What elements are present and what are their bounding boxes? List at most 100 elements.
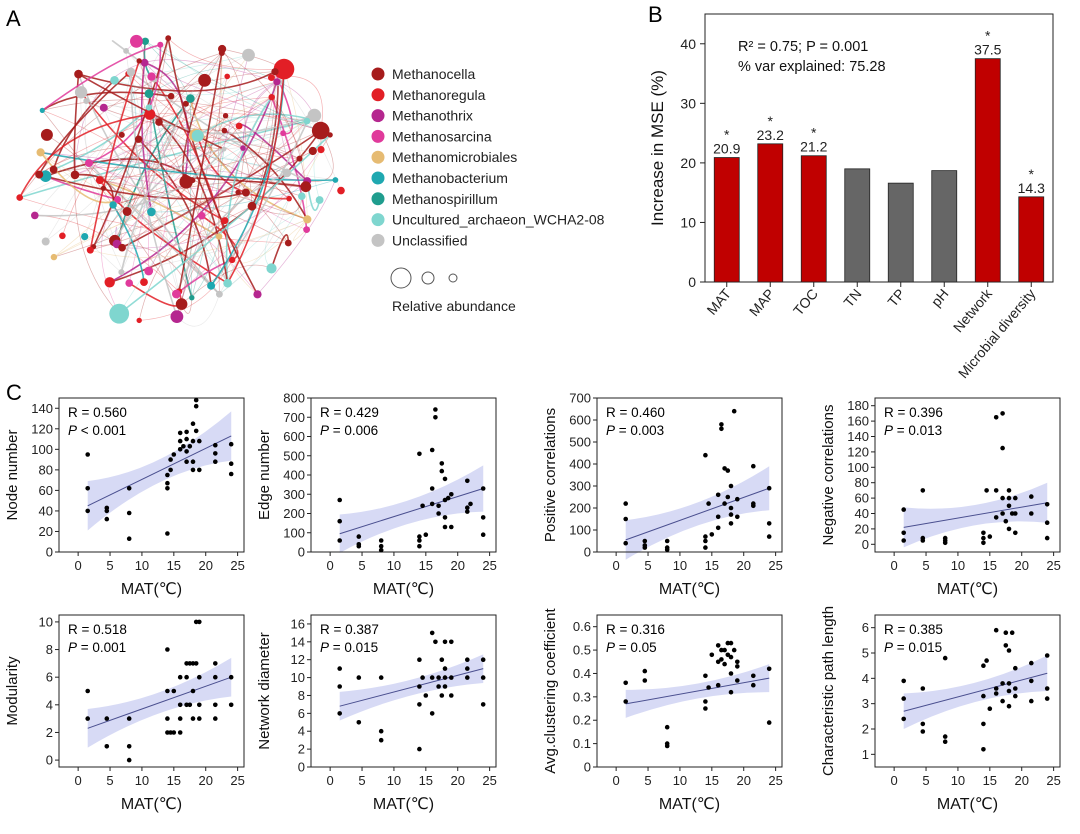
- network-node: [85, 159, 93, 167]
- scatter-point: [197, 703, 202, 708]
- scatter-point: [751, 674, 756, 679]
- network-node: [300, 181, 311, 192]
- scatter-point: [623, 681, 628, 686]
- y-axis-label: Avg.clustering coefficient: [542, 607, 559, 773]
- bar-y-tick-label: 40: [680, 36, 696, 52]
- network-node: [219, 50, 225, 56]
- x-tick-label: 20: [198, 773, 212, 788]
- scatter-point: [706, 685, 711, 690]
- network-node: [235, 190, 240, 195]
- y-tick-label: 800: [283, 391, 305, 406]
- scatter-point: [1007, 704, 1012, 709]
- scatter-point: [178, 716, 183, 721]
- bar-x-tick-label-tp: TP: [884, 286, 908, 310]
- network-node: [141, 59, 149, 67]
- scatter-point: [706, 501, 711, 506]
- bar-x-tick-label-ph: pH: [928, 286, 952, 310]
- scatter-point: [165, 716, 170, 721]
- scatter-point: [643, 669, 648, 674]
- stat-p: P = 0.05: [606, 640, 657, 655]
- network-node: [224, 74, 230, 80]
- scatter-point: [481, 532, 486, 537]
- stat-r: R = 0.387: [320, 622, 379, 637]
- scatter-point: [172, 689, 177, 694]
- bar-significance-star: *: [985, 28, 991, 44]
- network-node: [198, 212, 206, 220]
- y-tick-label: 0.3: [573, 689, 591, 704]
- bar-x-tick-label-microbial-diversity: Microbial diversity: [955, 286, 1039, 382]
- scatter-point: [994, 415, 999, 420]
- scatter-point: [981, 663, 986, 668]
- network-node: [222, 128, 228, 134]
- stat-p: P = 0.015: [884, 640, 942, 655]
- y-tick-label: 12: [291, 652, 305, 667]
- stat-p: P = 0.006: [320, 423, 378, 438]
- scatter-point: [1000, 446, 1005, 451]
- scatter-point: [1013, 511, 1018, 516]
- network-node: [186, 94, 195, 103]
- network-node: [147, 72, 155, 80]
- y-tick-label: 40: [855, 506, 869, 521]
- scatter-point: [165, 486, 170, 491]
- scatter-point: [732, 648, 737, 653]
- network-node: [303, 215, 311, 223]
- scatter-point: [105, 509, 110, 514]
- x-axis-label: MAT(℃): [659, 581, 720, 598]
- scatter-point: [229, 703, 234, 708]
- legend-swatch-unclassified: [372, 234, 385, 247]
- network-node: [118, 244, 126, 252]
- x-tick-label: 0: [891, 558, 898, 573]
- network-node: [303, 226, 310, 233]
- network-node: [123, 207, 132, 216]
- network-node: [110, 76, 119, 85]
- y-tick-label: 0: [298, 760, 305, 775]
- confidence-band: [340, 465, 484, 553]
- y-tick-label: 100: [283, 525, 305, 540]
- scatter-point: [127, 486, 132, 491]
- scatter-point: [417, 657, 422, 662]
- network-node: [119, 132, 125, 138]
- scatter-point: [994, 691, 999, 696]
- bar-map: [758, 144, 783, 282]
- scatter-point: [449, 525, 454, 530]
- stat-r: R = 0.385: [884, 622, 943, 637]
- bar-significance-star: *: [811, 125, 817, 141]
- y-tick-label: 0.5: [573, 643, 591, 658]
- stat-p: P = 0.015: [320, 640, 378, 655]
- stat-r: R = 0.560: [68, 405, 127, 420]
- x-axis-label: MAT(℃): [937, 796, 998, 813]
- y-tick-label: 10: [39, 614, 53, 629]
- scatter-point: [436, 504, 441, 509]
- scatter-point: [1045, 696, 1050, 701]
- y-axis-label: Modularity: [4, 656, 21, 726]
- bar-tn: [845, 169, 870, 282]
- scatter-point: [85, 716, 90, 721]
- scatter-point: [1000, 496, 1005, 501]
- bar-toc: [801, 156, 826, 282]
- scatter-point: [105, 517, 110, 522]
- scatter-point: [729, 521, 734, 526]
- y-tick-label: 0: [584, 760, 591, 775]
- y-tick-label: 60: [39, 483, 53, 498]
- scatter-point: [751, 464, 756, 469]
- network-node: [81, 233, 88, 240]
- scatter-point: [943, 541, 948, 546]
- scatter-point: [449, 640, 454, 645]
- scatter-point: [229, 472, 234, 477]
- scatter-point: [191, 421, 196, 426]
- scatter-point: [921, 686, 926, 691]
- scatter-point: [719, 427, 724, 432]
- scatter-point: [643, 678, 648, 683]
- legend-swatch-methanomicrobiales: [372, 151, 385, 164]
- x-axis-label: MAT(℃): [121, 581, 182, 598]
- scatter-point: [703, 545, 708, 550]
- panel-label-a: A: [6, 6, 21, 31]
- bar-x-tick-label-network: Network: [950, 285, 996, 335]
- scatter-point: [178, 431, 183, 436]
- scatter-point: [1045, 686, 1050, 691]
- scatter-point: [379, 738, 384, 743]
- network-node: [165, 35, 171, 41]
- y-tick-label: 2: [46, 725, 53, 740]
